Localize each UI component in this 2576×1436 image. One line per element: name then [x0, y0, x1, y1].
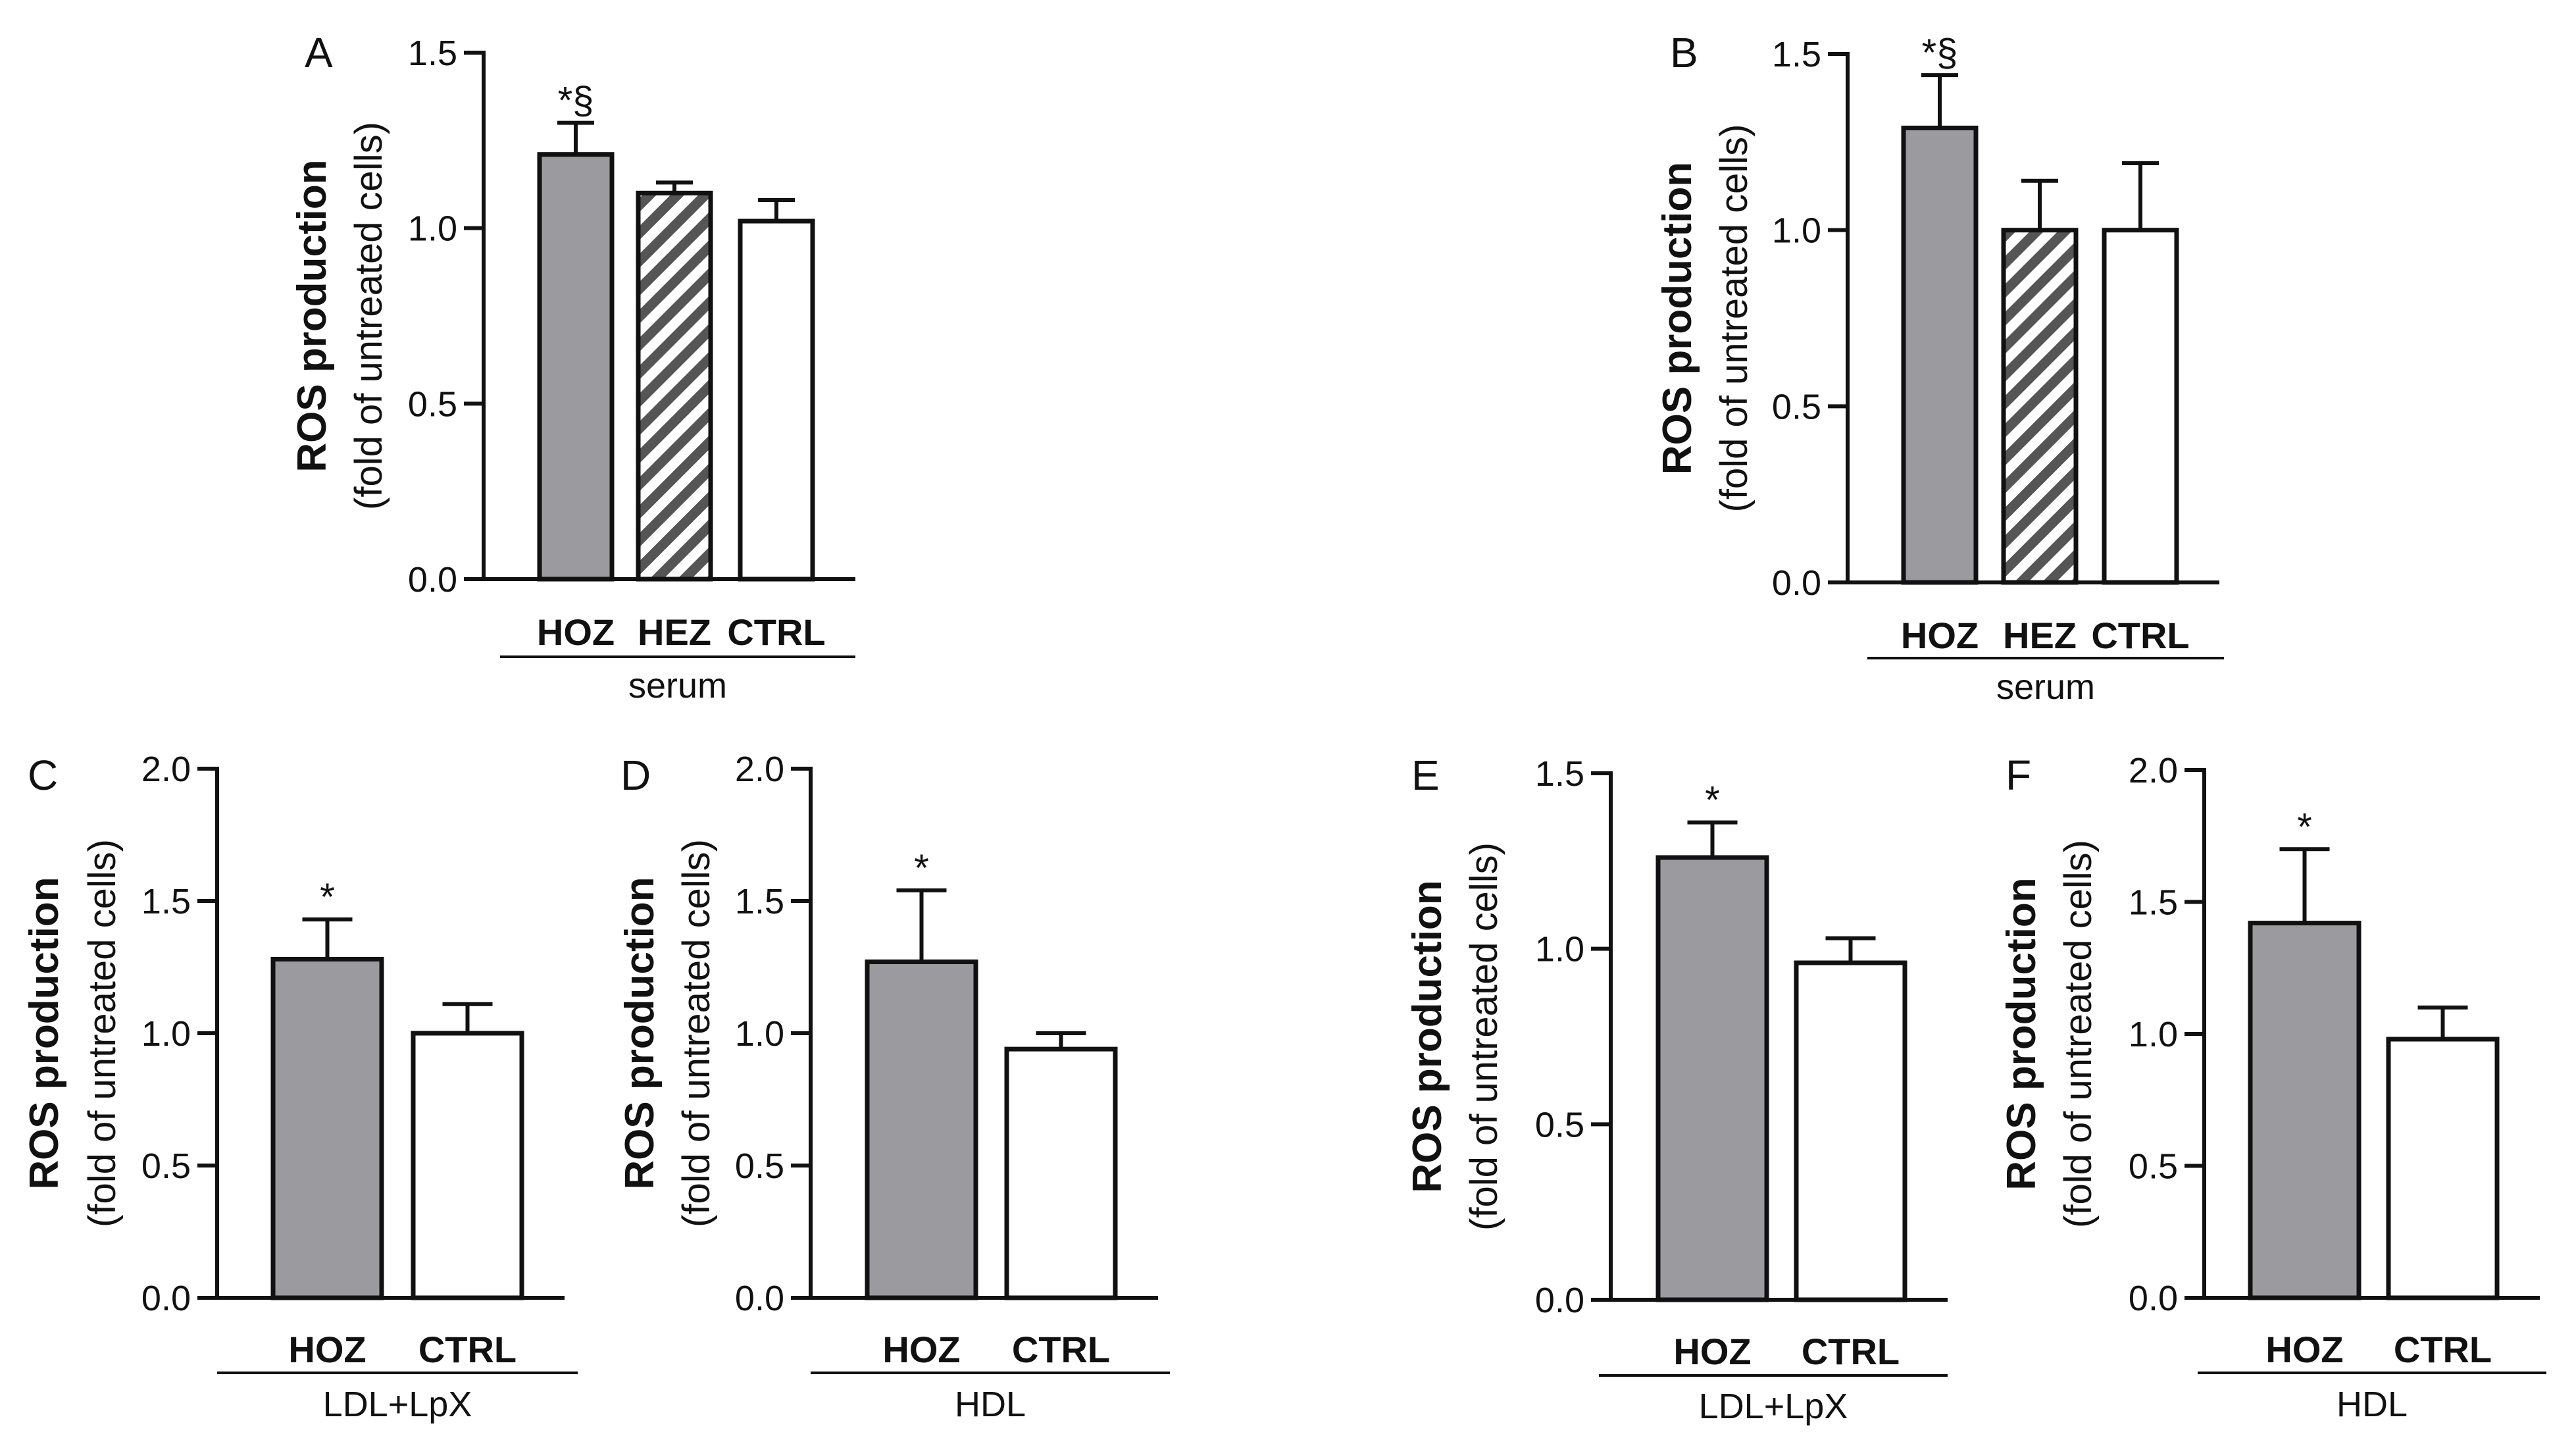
panel-f-y-tick-label: 0.5 — [2129, 1147, 2178, 1187]
panel-c: C ROS production (fold of untreated cells)… — [22, 750, 578, 1424]
panel-f-category-ctrl: CTRL — [2394, 1329, 2492, 1370]
panel-b-bar-hez — [2001, 228, 2079, 585]
panel-c-y-tick-label: 1.0 — [141, 1014, 191, 1054]
panel-e-y-tick-label: 0.0 — [1535, 1281, 1584, 1320]
panel-c-category-hoz: HOZ — [288, 1329, 366, 1370]
panel-d-bar-hoz — [865, 959, 978, 1300]
panel-a-y-tick-label: 1.0 — [408, 209, 457, 249]
panel-f-bar-ctrl — [2386, 1037, 2500, 1300]
panel-c-y-tick-label: 2.0 — [141, 750, 191, 789]
panel-e-letter: E — [1411, 752, 1440, 799]
panel-d-annotation-hoz: * — [914, 847, 929, 890]
panel-d-y-tick-label: 2.0 — [735, 750, 784, 789]
panel-a-y-title: ROS production — [290, 159, 335, 472]
panel-e-category-ctrl: CTRL — [1802, 1331, 1900, 1372]
panel-b-group-label: serum — [1996, 667, 2095, 707]
panel-c-bar-hoz — [270, 956, 384, 1300]
panel-c-category-ctrl: CTRL — [418, 1329, 517, 1370]
panel-f-group-label: HDL — [2336, 1385, 2408, 1424]
panel-a-y-tick-label: 0.5 — [408, 384, 457, 424]
panel-d: D ROS production (fold of untreated cells)… — [617, 750, 1170, 1424]
panel-c-y-tick-label: 0.0 — [141, 1279, 191, 1318]
panel-a-y-tick-label: 1.5 — [408, 34, 457, 73]
panel-d-y-title: ROS production — [617, 877, 663, 1189]
panel-e-y-tick-label: 1.0 — [1535, 930, 1584, 969]
panel-f-annotation-hoz: * — [2297, 806, 2312, 848]
panel-f-letter: F — [2006, 752, 2031, 799]
panel-a-y-tick-label: 0.0 — [408, 560, 457, 600]
panel-b-y-title: ROS production — [1655, 162, 1700, 474]
panel-c-y-subtitle: (fold of untreated cells) — [81, 839, 124, 1227]
panel-e-y-tick-label: 1.5 — [1535, 754, 1584, 794]
panel-a-y-subtitle: (fold of untreated cells) — [347, 122, 390, 510]
panel-d-letter: D — [620, 752, 651, 799]
panel-d-y-tick-label: 1.5 — [735, 882, 784, 921]
panel-e-annotation-hoz: * — [1705, 779, 1720, 822]
panel-e-bar-hoz — [1655, 855, 1769, 1302]
panel-b-y-subtitle: (fold of untreated cells) — [1713, 124, 1755, 513]
panel-b-category-hez: HEZ — [2003, 615, 2077, 656]
panel-a-category-hez: HEZ — [638, 611, 711, 653]
panel-b: B ROS production (fold of untreated cells)… — [1655, 29, 2224, 707]
panel-b-category-ctrl: CTRL — [2091, 615, 2189, 656]
panel-e-group-label: LDL+LpX — [1699, 1387, 1848, 1426]
panel-f-y-tick-label: 2.0 — [2129, 751, 2178, 790]
panel-a-annotation-hoz: *§ — [558, 80, 594, 122]
panel-d-y-tick-label: 0.0 — [735, 1279, 784, 1318]
panel-b-y-tick-label: 1.5 — [1772, 35, 1821, 74]
panel-c-y-tick-label: 0.5 — [141, 1146, 191, 1186]
panel-a-bar-ctrl — [738, 218, 815, 582]
panel-a-bar-hez — [636, 190, 713, 582]
panel-c-y-title: ROS production — [22, 877, 67, 1189]
panel-f-y-title: ROS production — [1999, 877, 2044, 1190]
panel-c-group-label: LDL+LpX — [323, 1385, 472, 1424]
panel-c-annotation-hoz: * — [320, 876, 335, 919]
panel-e-y-tick-label: 0.5 — [1535, 1105, 1584, 1144]
panel-a-category-ctrl: CTRL — [727, 611, 825, 653]
panel-d-y-subtitle: (fold of untreated cells) — [675, 839, 718, 1227]
panel-a: A ROS production (fold of untreated cells)… — [290, 29, 855, 705]
panel-c-y-tick-label: 1.5 — [141, 882, 191, 921]
panel-f: F ROS production (fold of untreated cells)… — [1999, 751, 2546, 1424]
panel-b-y-tick-label: 0.5 — [1772, 387, 1821, 426]
panel-a-category-hoz: HOZ — [537, 611, 615, 653]
panel-b-bar-ctrl — [2102, 228, 2179, 585]
panel-e: E ROS production (fold of untreated cells)… — [1405, 752, 1948, 1426]
panel-b-y-tick-label: 1.0 — [1772, 211, 1821, 251]
panel-e-y-subtitle: (fold of untreated cells) — [1463, 842, 1505, 1231]
panel-f-y-tick-label: 1.0 — [2129, 1015, 2178, 1054]
panel-f-bar-hoz — [2248, 921, 2361, 1300]
panel-b-category-hoz: HOZ — [1901, 615, 1979, 656]
panel-f-category-hoz: HOZ — [2265, 1329, 2343, 1370]
panel-e-y-title: ROS production — [1405, 880, 1450, 1192]
panel-a-group-label: serum — [628, 666, 727, 705]
panel-c-letter: C — [28, 752, 58, 799]
panel-b-y-tick-label: 0.0 — [1772, 563, 1821, 603]
panel-d-category-hoz: HOZ — [882, 1329, 960, 1370]
panel-e-bar-ctrl — [1794, 960, 1907, 1302]
panel-f-y-subtitle: (fold of untreated cells) — [2057, 840, 2100, 1228]
panel-f-y-tick-label: 1.5 — [2129, 883, 2178, 923]
panel-d-y-tick-label: 0.5 — [735, 1146, 784, 1186]
panel-d-group-label: HDL — [955, 1385, 1026, 1424]
panel-d-category-ctrl: CTRL — [1012, 1329, 1110, 1370]
panel-c-bar-ctrl — [411, 1031, 524, 1300]
panel-a-bar-hoz — [537, 152, 615, 582]
panel-f-y-tick-label: 0.0 — [2129, 1279, 2178, 1318]
panel-b-bar-hoz — [1901, 125, 1979, 585]
panel-b-annotation-hoz: *§ — [1922, 32, 1958, 74]
panel-b-letter: B — [1670, 29, 1698, 76]
panel-d-y-tick-label: 1.0 — [735, 1014, 784, 1054]
panel-e-category-hoz: HOZ — [1673, 1331, 1751, 1372]
panel-a-letter: A — [305, 29, 333, 76]
panel-d-bar-ctrl — [1004, 1046, 1118, 1300]
